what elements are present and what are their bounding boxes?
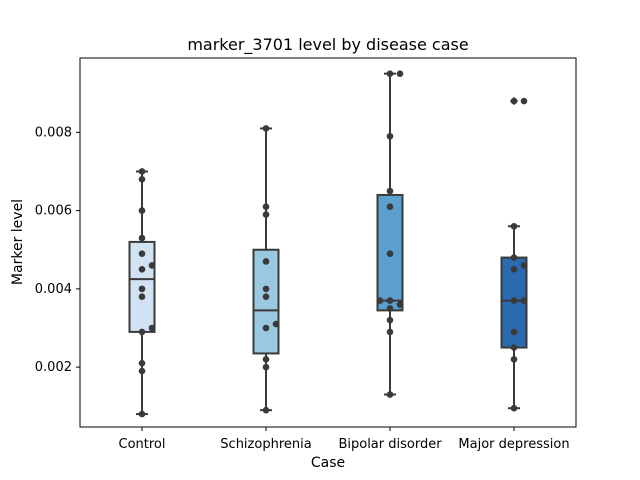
data-point — [386, 250, 394, 257]
y-tick-label: 0.004 — [35, 282, 72, 297]
data-point — [510, 344, 518, 351]
data-point — [262, 293, 270, 300]
x-tick-label: Bipolar disorder — [338, 437, 442, 452]
x-tick-label: Control — [119, 437, 166, 452]
y-tick-label: 0.002 — [35, 360, 72, 375]
data-point — [262, 211, 270, 218]
box-group-1 — [252, 127, 280, 412]
data-point — [386, 297, 394, 304]
data-point — [386, 305, 394, 312]
data-point — [138, 207, 146, 214]
data-point — [386, 70, 394, 77]
swarm-points-2 — [376, 70, 404, 398]
data-point — [138, 285, 146, 293]
data-point — [138, 250, 146, 257]
data-point — [520, 97, 528, 105]
data-point — [148, 262, 156, 269]
box — [252, 248, 280, 355]
data-point — [510, 222, 518, 230]
data-point — [262, 356, 270, 363]
data-point — [386, 316, 394, 324]
data-point — [510, 297, 518, 304]
data-point — [510, 328, 518, 336]
x-tick-label: Major depression — [458, 437, 569, 452]
data-point — [396, 70, 404, 77]
data-point — [262, 363, 270, 371]
plot-area — [128, 70, 528, 418]
data-point — [262, 125, 270, 132]
data-point — [262, 285, 270, 293]
data-point — [510, 266, 518, 273]
data-point — [510, 404, 518, 412]
data-point — [138, 168, 146, 175]
data-point — [262, 203, 270, 210]
data-point — [386, 132, 394, 140]
x-tick-label: Schizophrenia — [220, 437, 311, 452]
data-point — [272, 320, 280, 328]
data-point — [386, 391, 394, 398]
y-tick-label: 0.006 — [35, 204, 72, 219]
data-point — [510, 254, 518, 261]
data-point — [138, 367, 146, 375]
data-point — [138, 176, 146, 183]
data-point — [510, 97, 518, 105]
data-point — [138, 293, 146, 300]
swarm-points-1 — [262, 125, 280, 414]
y-tick-label: 0.008 — [35, 125, 72, 140]
swarm-points-0 — [138, 168, 156, 418]
data-point — [138, 266, 146, 273]
data-point — [386, 187, 394, 195]
data-point — [520, 297, 528, 304]
chart-title: marker_3701 level by disease case — [187, 35, 468, 55]
data-point — [262, 324, 270, 332]
y-axis-label: Marker level — [10, 199, 26, 285]
data-point — [520, 262, 528, 269]
x-axis: Control Schizophrenia Bipolar disorder Majo… — [119, 427, 570, 452]
data-point — [138, 359, 146, 367]
plot-frame — [79, 57, 577, 428]
data-point — [262, 258, 270, 265]
data-point — [138, 234, 146, 242]
data-point — [510, 356, 518, 363]
data-point — [138, 410, 146, 418]
swarm-points-3 — [510, 97, 528, 412]
x-axis-label: Case — [311, 455, 345, 471]
data-point — [138, 328, 146, 336]
data-point — [396, 301, 404, 308]
box-group-2 — [376, 72, 404, 396]
data-point — [386, 203, 394, 210]
data-point — [376, 297, 384, 304]
data-point — [262, 406, 270, 414]
y-axis: 0.002 0.004 0.006 0.008 — [35, 125, 80, 375]
data-point — [148, 324, 156, 332]
data-point — [386, 328, 394, 336]
